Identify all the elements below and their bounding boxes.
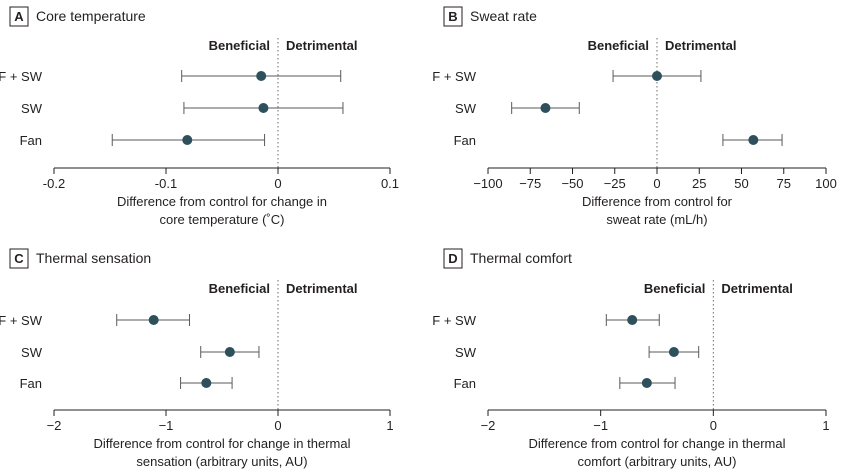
panel-d: D Thermal comfort Beneficial Detrimental −2 −…	[432, 248, 830, 469]
point-estimate-marker	[540, 103, 551, 113]
beneficial-label: Beneficial	[588, 38, 649, 53]
x-tick-label: 0	[653, 176, 660, 191]
x-axis-title: Difference from control for	[582, 194, 733, 209]
x-tick-label: 0.1	[381, 176, 399, 191]
beneficial-label: Beneficial	[644, 281, 705, 296]
panel-letter-box	[443, 248, 463, 269]
x-tick-label: −75	[519, 176, 541, 191]
x-tick-label: −2	[47, 418, 62, 433]
point-estimate-marker	[224, 347, 235, 357]
category-label: F + SW	[0, 69, 43, 84]
category-label: Fan	[454, 376, 476, 391]
panel-title: Thermal comfort	[470, 250, 572, 266]
panel-b: B Sweat rate Beneficial Detrimental −100 −75 −…	[432, 6, 837, 227]
x-tick-label: −1	[593, 418, 608, 433]
point-estimate-marker	[182, 135, 193, 145]
x-tick-label: 1	[386, 418, 393, 433]
panel-title: Thermal sensation	[36, 250, 151, 266]
x-tick-label: 0	[710, 418, 717, 433]
x-tick-label: −2	[481, 418, 496, 433]
x-axis-title: core temperature (˚C)	[160, 212, 285, 227]
point-estimate-marker	[256, 71, 267, 81]
x-axis-title: Difference from control for change in th…	[529, 436, 786, 451]
x-axis-title: comfort (arbitrary units, AU)	[578, 454, 737, 469]
x-axis-title: sweat rate (mL/h)	[606, 212, 707, 227]
panel-letter: C	[14, 251, 24, 266]
category-label: F + SW	[432, 313, 476, 328]
point-estimate-marker	[201, 378, 212, 388]
x-tick-label: 75	[777, 176, 791, 191]
x-tick-label: 0	[274, 176, 281, 191]
x-tick-label: −50	[561, 176, 583, 191]
beneficial-label: Beneficial	[209, 281, 270, 296]
point-estimate-marker	[641, 378, 652, 388]
category-label: F + SW	[432, 69, 476, 84]
x-tick-label: -0.1	[155, 176, 177, 191]
panel-c: C Thermal sensation Beneficial Detrimental −…	[0, 248, 394, 469]
category-label: F + SW	[0, 313, 43, 328]
x-tick-label: -0.2	[43, 176, 65, 191]
category-label: Fan	[20, 133, 42, 148]
detrimental-label: Detrimental	[665, 38, 737, 53]
x-tick-label: −100	[473, 176, 502, 191]
point-estimate-marker	[148, 315, 159, 325]
point-estimate-marker	[668, 347, 679, 357]
x-tick-label: 0	[274, 418, 281, 433]
detrimental-label: Detrimental	[286, 281, 358, 296]
panel-a: A Core temperature Beneficial Detrimental -0…	[0, 6, 399, 227]
point-estimate-marker	[748, 135, 759, 145]
point-estimate-marker	[258, 103, 269, 113]
x-axis-title: Difference from control for change in th…	[94, 436, 351, 451]
category-label: SW	[455, 101, 477, 116]
detrimental-label: Detrimental	[721, 281, 793, 296]
x-axis-title: sensation (arbitrary units, AU)	[136, 454, 307, 469]
panel-letter-box	[9, 248, 29, 269]
x-tick-label: −25	[604, 176, 626, 191]
x-axis-title: Difference from control for change in	[117, 194, 327, 209]
x-tick-label: −1	[159, 418, 174, 433]
x-tick-label: 25	[692, 176, 706, 191]
category-label: Fan	[454, 133, 476, 148]
beneficial-label: Beneficial	[209, 38, 270, 53]
x-tick-label: 100	[815, 176, 837, 191]
point-estimate-marker	[652, 71, 662, 81]
panel-letter-box	[443, 6, 463, 27]
x-tick-label: 1	[822, 418, 829, 433]
detrimental-label: Detrimental	[286, 38, 358, 53]
category-label: Fan	[20, 376, 42, 391]
category-label: SW	[21, 345, 43, 360]
point-estimate-marker	[627, 315, 638, 325]
panel-letter: A	[14, 9, 24, 24]
panel-letter-box	[9, 6, 29, 27]
panel-letter: D	[448, 251, 457, 266]
panel-title: Core temperature	[36, 8, 146, 24]
panel-title: Sweat rate	[470, 8, 537, 24]
panel-letter: B	[448, 9, 457, 24]
category-label: SW	[455, 345, 477, 360]
category-label: SW	[21, 101, 43, 116]
x-tick-label: 50	[734, 176, 748, 191]
